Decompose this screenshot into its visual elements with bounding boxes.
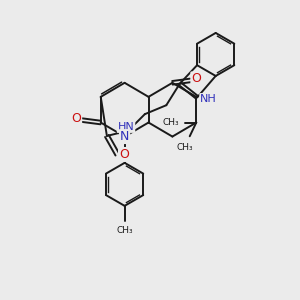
Text: O: O xyxy=(119,148,129,161)
Text: CH₃: CH₃ xyxy=(163,118,179,127)
Text: O: O xyxy=(71,112,81,125)
Text: CH₃: CH₃ xyxy=(116,226,133,235)
Text: HN: HN xyxy=(118,122,134,132)
Text: N: N xyxy=(120,130,129,143)
Text: CH₃: CH₃ xyxy=(177,143,193,152)
Text: NH: NH xyxy=(200,94,217,104)
Text: O: O xyxy=(191,72,201,86)
